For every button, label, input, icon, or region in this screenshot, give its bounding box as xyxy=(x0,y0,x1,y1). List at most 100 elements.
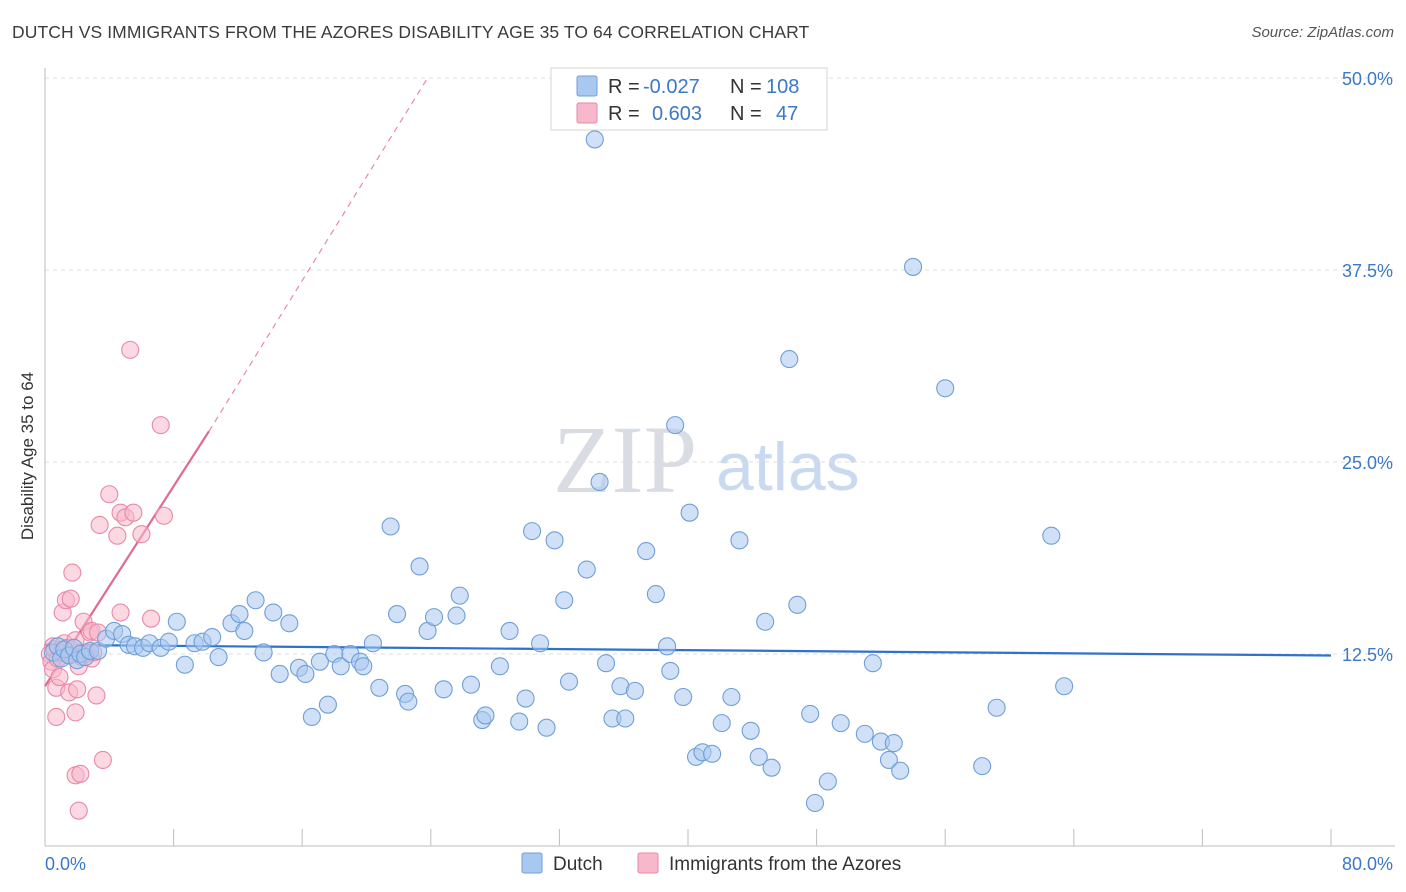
dutch-point-94 xyxy=(788,595,807,614)
dutch-point-65 xyxy=(537,718,556,737)
azores-point-38 xyxy=(100,485,119,504)
bottom-legend-swatch-dutch xyxy=(521,852,543,874)
dutch-point-38 xyxy=(318,695,337,714)
chart-title: DUTCH VS IMMIGRANTS FROM THE AZORES DISA… xyxy=(12,22,810,42)
dutch-point-103 xyxy=(891,761,910,780)
dutch-point-44 xyxy=(363,634,382,653)
dutch-point-66 xyxy=(545,531,564,550)
dutch-point-45 xyxy=(370,678,389,697)
dutch-point-78 xyxy=(658,637,677,656)
dutch-point-68 xyxy=(559,672,579,691)
dutch-point-55 xyxy=(450,586,469,605)
dutch-point-58 xyxy=(476,706,495,725)
dutch-point-96 xyxy=(818,772,837,791)
source-label: Source: ZipAtlas.com xyxy=(1251,24,1394,41)
x-ticks xyxy=(44,829,1332,846)
dutch-point-46 xyxy=(381,517,400,536)
bottom-legend-label-azores: Immigrants from the Azores xyxy=(669,854,901,875)
gridlines xyxy=(45,77,1395,655)
y-tick-label-3: 50.0% xyxy=(1342,69,1393,89)
legend-n-value-azores: 47 xyxy=(776,103,798,125)
dutch-point-109 xyxy=(1055,677,1074,696)
dutch-point-88 xyxy=(730,531,749,550)
legend-n-value-dutch: 108 xyxy=(766,76,799,98)
azores-point-25 xyxy=(71,764,90,783)
dutch-point-56 xyxy=(461,675,481,694)
dutch-point-64 xyxy=(531,634,550,653)
dutch-point-74 xyxy=(616,709,635,728)
azores-point-22 xyxy=(68,680,87,699)
legend-r-value-azores: 0.603 xyxy=(652,103,702,125)
azores-point-44 xyxy=(124,503,143,522)
azores-point-36 xyxy=(90,515,109,535)
y-tick-labels: 12.5% 25.0% 37.5% 50.0% xyxy=(1342,69,1393,665)
dutch-point-20 xyxy=(167,612,186,631)
dutch-point-75 xyxy=(625,681,645,700)
dutch-point-111 xyxy=(805,793,825,813)
dutch-point-81 xyxy=(674,687,693,707)
dutch-point-28 xyxy=(235,621,254,641)
dutch-point-87 xyxy=(722,687,741,707)
dutch-point-67 xyxy=(555,591,574,610)
y-tick-label-0: 12.5% xyxy=(1342,645,1393,665)
dutch-point-86 xyxy=(712,714,731,733)
dutch-point-98 xyxy=(855,724,874,743)
legend-swatch-azores xyxy=(576,102,598,124)
dutch-point-71 xyxy=(596,654,616,673)
dutch-point-91 xyxy=(756,612,775,631)
dutch-point-31 xyxy=(264,603,283,622)
y-tick-label-1: 25.0% xyxy=(1342,453,1393,473)
dutch-point-25 xyxy=(209,648,228,667)
azores-point-16 xyxy=(61,589,80,608)
azores-point-17 xyxy=(63,563,82,582)
azores-point-6 xyxy=(47,707,66,727)
dutch-point-70 xyxy=(590,472,609,492)
dutch-point-50 xyxy=(410,557,429,576)
dutch-point-93 xyxy=(780,350,799,369)
axes xyxy=(44,68,1395,847)
azores-point-34 xyxy=(87,686,106,705)
dutch-point-30 xyxy=(254,643,273,662)
dutch-point-63 xyxy=(523,522,542,541)
dutch-point-77 xyxy=(646,585,665,604)
legend-n-label-dutch: N = xyxy=(730,76,762,98)
y-tick-label-2: 37.5% xyxy=(1342,261,1393,281)
dutch-point-104 xyxy=(903,257,923,276)
azores-point-48 xyxy=(154,506,174,525)
dutch-point-24 xyxy=(203,628,222,647)
dutch-point-33 xyxy=(280,614,299,633)
dutch-point-102 xyxy=(884,734,903,753)
dutch-point-27 xyxy=(230,605,249,624)
watermark: ZIP atlas xyxy=(553,406,860,513)
dutch-point-59 xyxy=(490,657,509,676)
dutch-point-49 xyxy=(399,692,418,711)
azores-point-39 xyxy=(108,526,127,545)
dutch-point-95 xyxy=(801,704,820,723)
trend-lines xyxy=(44,77,1332,687)
x-tick-label-max: 80.0% xyxy=(1342,854,1393,874)
dutch-point-76 xyxy=(637,542,656,561)
dutch-point-92 xyxy=(762,758,781,777)
bottom-legend-label-dutch: Dutch xyxy=(553,854,603,875)
azores-point-41 xyxy=(111,603,130,622)
legend-n-label-azores: N = xyxy=(730,103,762,125)
azores-point-47 xyxy=(151,416,170,435)
dutch-point-97 xyxy=(831,714,850,733)
legend-r-label-azores: R = xyxy=(608,103,640,125)
bottom-legend: Dutch Immigrants from the Azores xyxy=(521,852,901,875)
legend: R = -0.027 N = 108 R = 0.603 N = 47 xyxy=(550,67,828,131)
dutch-point-47 xyxy=(387,605,407,624)
legend-swatch-dutch xyxy=(576,75,598,97)
azores-point-20 xyxy=(66,703,85,722)
dutch-point-52 xyxy=(424,608,444,627)
dutch-point-89 xyxy=(741,721,760,740)
dutch-point-62 xyxy=(516,689,535,708)
dutch-point-19 xyxy=(159,632,178,651)
dutch-point-29 xyxy=(246,591,265,610)
y-axis-title: Disability Age 35 to 64 xyxy=(18,372,37,540)
dutch-point-32 xyxy=(270,664,289,684)
azores-point-45 xyxy=(132,525,151,544)
data-points xyxy=(40,130,1074,820)
dutch-point-43 xyxy=(354,657,373,676)
